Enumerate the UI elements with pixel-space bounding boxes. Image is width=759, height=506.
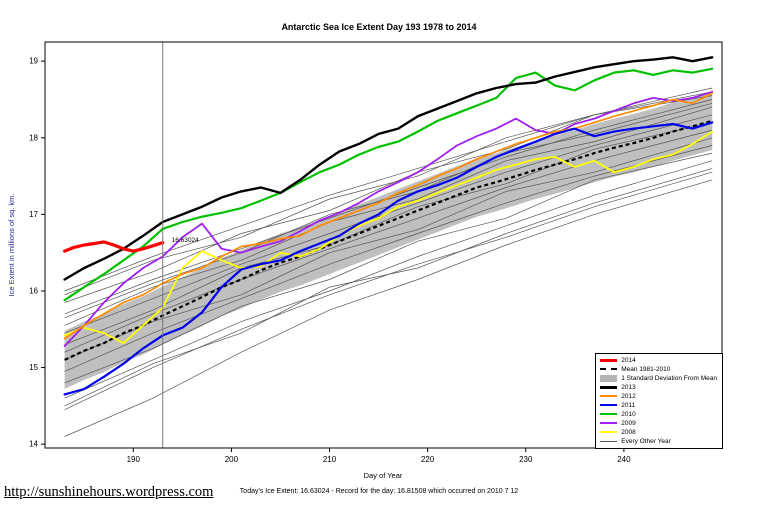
legend-item-2011: 2011 bbox=[600, 402, 717, 410]
series-2008-line bbox=[63, 130, 714, 345]
legend-swatch bbox=[600, 385, 618, 389]
legend-label: 2014 bbox=[621, 356, 636, 364]
legend-swatch bbox=[600, 358, 618, 362]
legend-label: 1 Standard Deviation From Mean bbox=[621, 374, 717, 382]
plot-layer: 16.63024 190 200 210 220 230 240 14 15 16 17 18 19 bbox=[29, 41, 723, 464]
legend-item-1-standard-deviation-from-mean: 1 Standard Deviation From Mean bbox=[600, 375, 717, 383]
legend-item-2012: 2012 bbox=[600, 393, 717, 401]
legend-swatch bbox=[600, 422, 618, 425]
other-year-line bbox=[64, 91, 713, 303]
mean-1981-2010-line bbox=[64, 119, 713, 361]
legend-label: 2008 bbox=[621, 428, 636, 436]
series-2009-line bbox=[63, 90, 714, 348]
legend: 2014 Mean 1981-2010 1 Standard Deviation F… bbox=[595, 352, 723, 449]
plot-border bbox=[44, 41, 723, 449]
x-tick-label: 210 bbox=[323, 455, 337, 464]
legend-swatch bbox=[600, 404, 618, 407]
site-url-link[interactable]: http://sunshinehours.wordpress.com bbox=[4, 484, 214, 500]
y-tick-label: 16 bbox=[29, 286, 38, 295]
x-tick-label: 230 bbox=[519, 455, 533, 464]
y-axis-label: Ice Extent in millions of sq. km. bbox=[7, 194, 16, 297]
legend-label: 2009 bbox=[621, 419, 636, 427]
other-year-line bbox=[64, 87, 713, 296]
legend-item-2014: 2014 bbox=[600, 357, 717, 365]
y-tick-label: 14 bbox=[29, 440, 38, 449]
series-2012-line bbox=[63, 92, 714, 340]
legend-swatch bbox=[600, 413, 618, 416]
x-axis-label: Day of Year bbox=[364, 471, 403, 480]
legend-swatch bbox=[600, 395, 618, 398]
series-2011-line bbox=[63, 121, 714, 396]
legend-label: 2012 bbox=[621, 392, 636, 400]
series-2013-line bbox=[63, 56, 714, 281]
legend-label: Mean 1981-2010 bbox=[621, 365, 671, 373]
series-2014-line bbox=[62, 240, 165, 253]
chart-title: Antarctic Sea Ice Extent Day 193 1978 to… bbox=[281, 22, 476, 32]
y-tick-label: 19 bbox=[29, 57, 38, 66]
other-year-line bbox=[64, 102, 713, 319]
other-year-line bbox=[64, 179, 713, 437]
y-tick-label: 18 bbox=[29, 133, 38, 142]
other-year-line bbox=[64, 168, 713, 407]
legend-item-2008: 2008 bbox=[600, 429, 717, 437]
legend-label: 2013 bbox=[621, 383, 636, 391]
y-tick-label: 17 bbox=[29, 210, 38, 219]
other-year-line bbox=[64, 122, 713, 345]
legend-label: 2010 bbox=[621, 410, 636, 418]
footer-caption: Today's Ice Extent: 16.63024 - Record fo… bbox=[240, 488, 519, 495]
legend-swatch bbox=[600, 440, 618, 442]
legend-label: 2011 bbox=[621, 401, 636, 409]
x-tick-label: 220 bbox=[421, 455, 435, 464]
series-2010-line bbox=[63, 67, 714, 302]
other-year-line bbox=[64, 145, 713, 372]
y-tick-label: 15 bbox=[29, 363, 38, 372]
other-year-line bbox=[64, 160, 713, 399]
legend-item-every-other-year: Every Other Year bbox=[600, 438, 717, 446]
other-year-line bbox=[64, 152, 713, 384]
x-tick-label: 200 bbox=[225, 455, 239, 464]
other-year-line bbox=[64, 114, 713, 334]
legend-swatch bbox=[600, 374, 618, 382]
today-extent-annotation: 16.63024 bbox=[172, 237, 199, 244]
legend-item-mean-1981-2010: Mean 1981-2010 bbox=[600, 366, 717, 374]
legend-item-2013: 2013 bbox=[600, 384, 717, 392]
legend-item-2009: 2009 bbox=[600, 420, 717, 428]
legend-label: Every Other Year bbox=[621, 437, 671, 445]
other-year-line bbox=[64, 106, 713, 326]
x-tick-label: 190 bbox=[127, 455, 141, 464]
other-year-line bbox=[64, 137, 713, 361]
x-tick-label: 240 bbox=[617, 455, 631, 464]
legend-swatch bbox=[600, 431, 618, 434]
other-year-line bbox=[64, 171, 713, 411]
legend-item-2010: 2010 bbox=[600, 411, 717, 419]
legend-swatch bbox=[600, 368, 618, 371]
